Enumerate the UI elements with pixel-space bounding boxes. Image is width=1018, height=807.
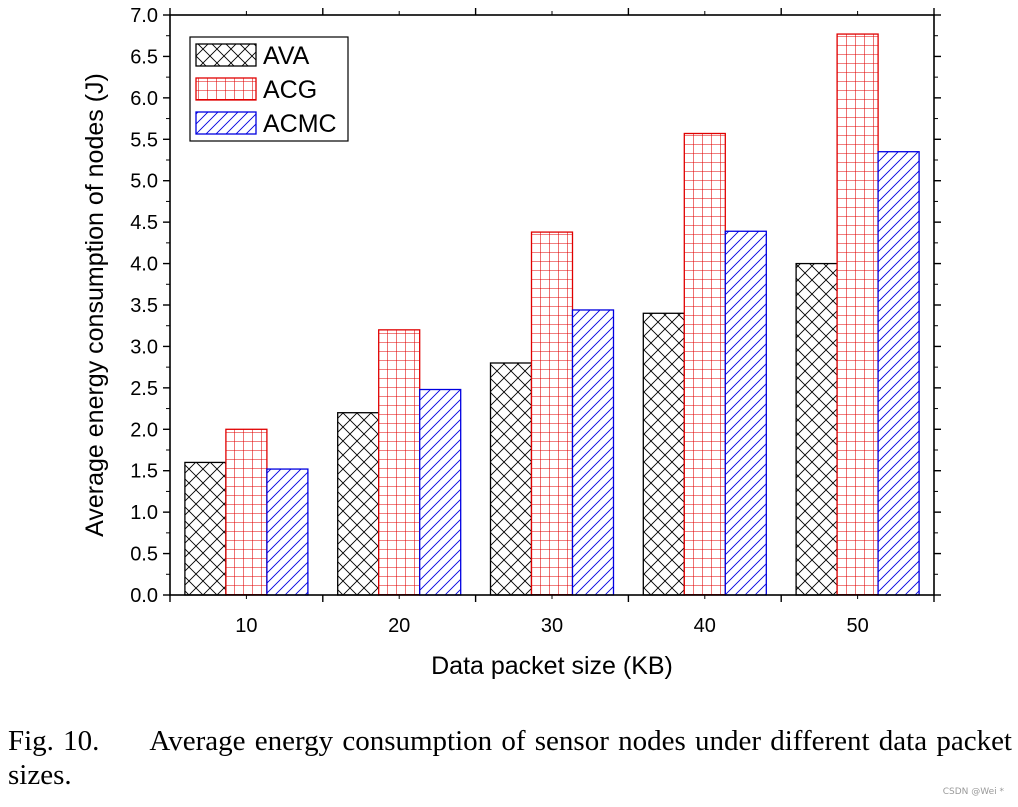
y-tick-label: 2.5 — [130, 378, 158, 400]
legend-swatch-acg — [195, 77, 257, 101]
y-tick-label: 1.5 — [130, 461, 158, 483]
y-tick-label: 6.0 — [130, 88, 158, 110]
bar-acmc-40 — [724, 230, 767, 596]
bar-acmc-50 — [877, 151, 920, 596]
y-tick-label: 3.5 — [130, 295, 158, 317]
caption-label: Fig. 10. — [8, 725, 100, 757]
bar-acg-10 — [225, 428, 268, 596]
x-tick-label: 10 — [235, 615, 257, 637]
bar-chart: 0.0 0.5 1.0 1.5 2.0 2.5 3.0 3.5 4.0 4.5 5.0 5.5 6.0 6… — [81, 5, 941, 680]
bar-ava-50 — [795, 262, 838, 596]
bar-acmc-10 — [266, 468, 309, 596]
x-tick-label: 40 — [694, 615, 716, 637]
bar-acg-50 — [836, 33, 879, 596]
y-axis-label: Average energy consumption of nodes (J) — [81, 73, 109, 537]
y-tick-label: 2.0 — [130, 419, 158, 441]
y-tick-label: 3.0 — [130, 336, 158, 358]
bar-acg-20 — [378, 329, 421, 596]
bar-ava-30 — [489, 362, 533, 596]
figure-caption: Fig. 10. Average energy consumption of se… — [8, 724, 1012, 792]
y-tick-label: 6.5 — [130, 46, 158, 68]
y-tick-label: 5.5 — [130, 129, 158, 151]
y-tick-label: 7.0 — [130, 5, 158, 27]
legend-swatch-ava — [195, 43, 257, 67]
ticks-layer: 0.0 0.5 1.0 1.5 2.0 2.5 3.0 3.5 4.0 4.5 5.0 5.5 6.0 6… — [130, 5, 941, 637]
watermark: CSDN @Wei * — [942, 787, 1004, 797]
y-tick-label: 0.0 — [130, 585, 158, 607]
legend: AVA ACG ACMC — [189, 36, 349, 142]
x-axis-label: Data packet size (KB) — [431, 652, 673, 680]
x-tick-label: 20 — [388, 615, 410, 637]
legend-label-acg: ACG — [263, 76, 317, 104]
y-tick-label: 1.0 — [130, 502, 158, 524]
legend-label-acmc: ACMC — [263, 110, 337, 138]
legend-label-ava: AVA — [263, 42, 310, 70]
bar-ava-10 — [184, 461, 227, 596]
y-tick-label: 0.5 — [130, 544, 158, 566]
legend-swatch-acmc — [195, 111, 257, 135]
y-tick-label: 4.0 — [130, 254, 158, 276]
x-tick-label: 30 — [541, 615, 563, 637]
y-tick-label: 4.5 — [130, 212, 158, 234]
bar-acmc-20 — [419, 388, 462, 596]
x-tick-label: 50 — [846, 615, 868, 637]
bars-layer — [184, 33, 920, 596]
bar-acg-40 — [683, 132, 726, 596]
caption-text: Average energy consumption of sensor nod… — [8, 725, 1012, 791]
bar-acmc-30 — [571, 309, 615, 596]
bar-acg-30 — [530, 231, 574, 596]
bar-ava-40 — [642, 312, 685, 596]
y-tick-label: 5.0 — [130, 171, 158, 193]
bar-ava-20 — [337, 412, 380, 596]
